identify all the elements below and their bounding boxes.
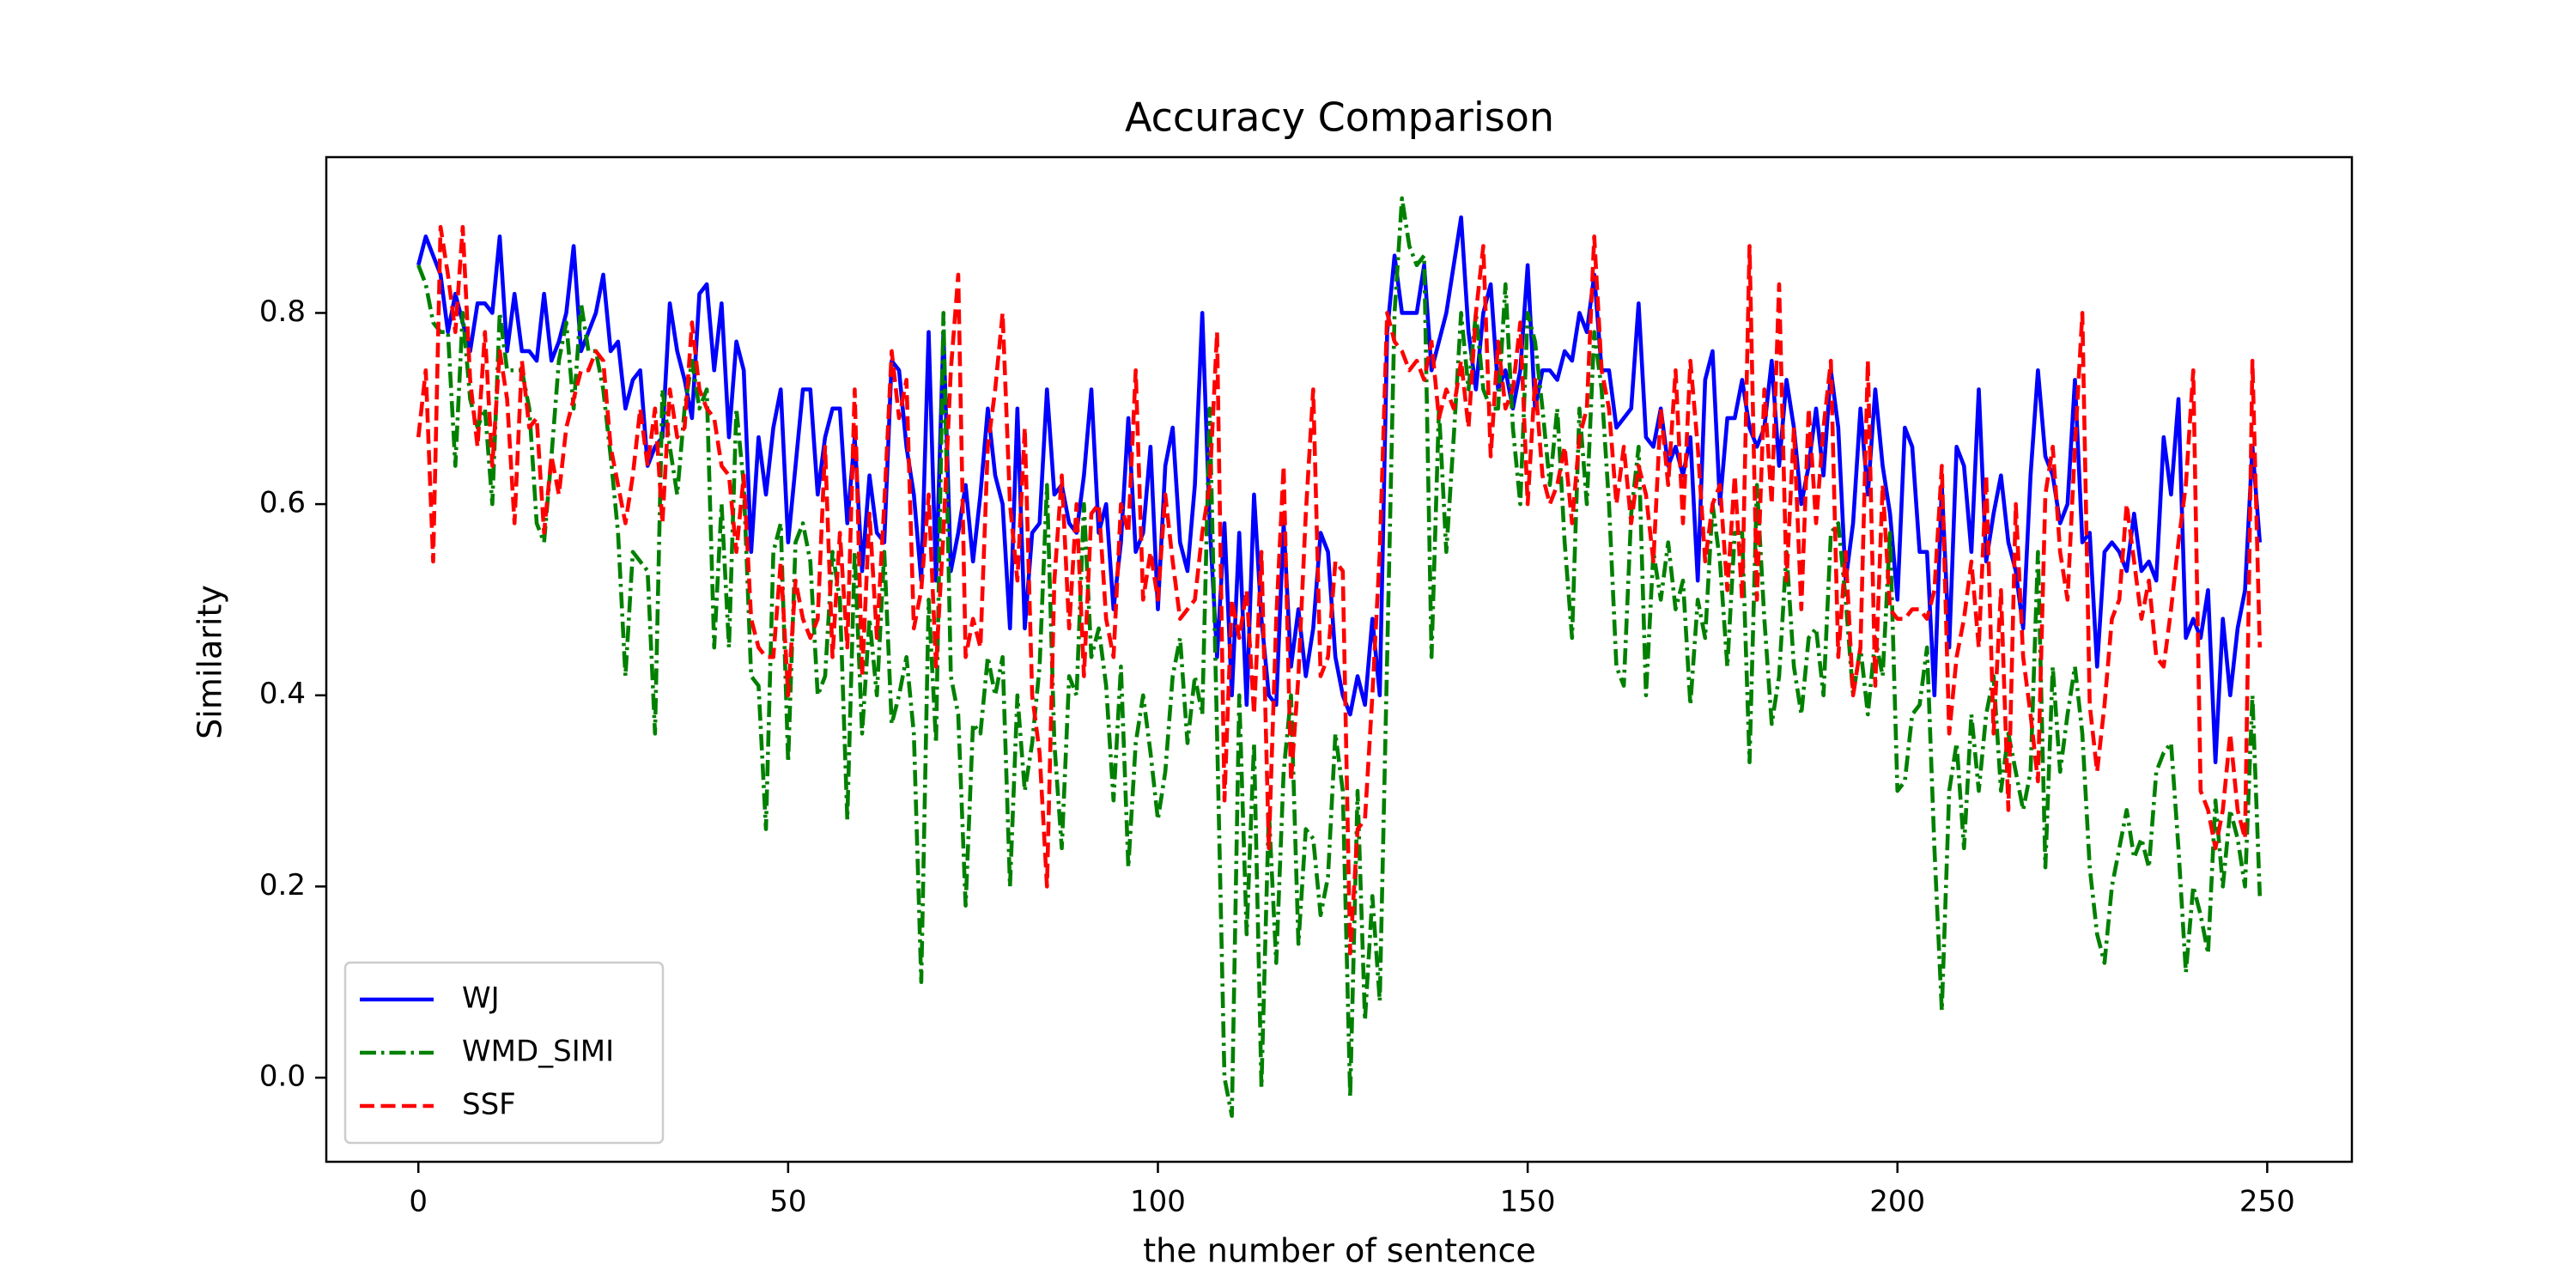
x-tick-label: 100 — [1130, 1185, 1186, 1219]
legend-label: WMD_SIMI — [462, 1035, 614, 1069]
y-tick-label: 0.2 — [259, 868, 306, 902]
x-axis-label: the number of sentence — [1143, 1232, 1535, 1270]
legend-label: WJ — [462, 981, 500, 1016]
x-tick-label: 0 — [409, 1185, 428, 1219]
y-tick-label: 0.4 — [259, 677, 306, 711]
series-line — [416, 224, 2263, 956]
legend: WJ WMD_SIMI SSF — [343, 961, 665, 1145]
legend-label: SSF — [462, 1088, 516, 1122]
x-tick-label: 200 — [1869, 1185, 1925, 1219]
plot-area — [416, 196, 2263, 1118]
series-line — [416, 215, 2263, 764]
axes-frame — [325, 155, 2354, 1163]
series-line — [416, 196, 2263, 1118]
x-tick-label: 250 — [2239, 1185, 2295, 1219]
chart-title: Accuracy Comparison — [1125, 94, 1554, 141]
y-tick-label: 0.0 — [259, 1060, 306, 1094]
y-axis-label: Similarity — [191, 585, 229, 739]
x-tick-label: 50 — [769, 1185, 806, 1219]
y-tick-label: 0.6 — [259, 486, 306, 520]
legend-box — [343, 961, 665, 1145]
y-tick-label: 0.8 — [259, 295, 306, 329]
x-tick-label: 150 — [1500, 1185, 1556, 1219]
